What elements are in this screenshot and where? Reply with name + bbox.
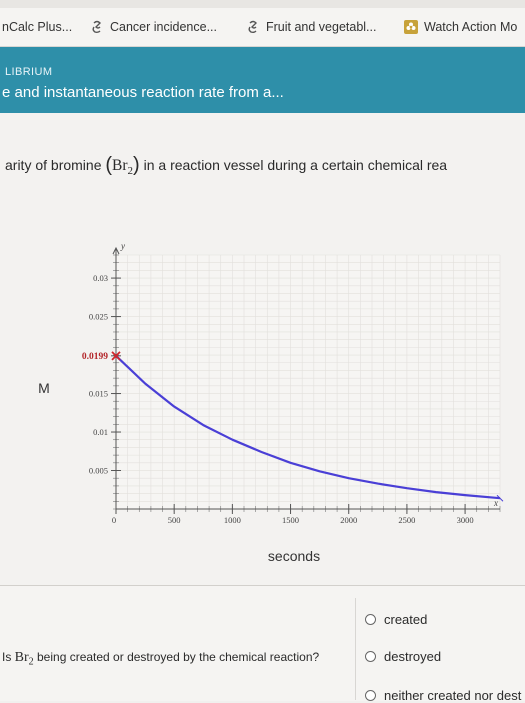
- plot-background: [116, 255, 500, 509]
- answer-panel: [0, 585, 525, 701]
- flower-icon: [404, 20, 418, 34]
- y-axis-arrow: [112, 246, 120, 255]
- y-tick-label: 0.015: [89, 389, 108, 399]
- problem-text-after: in a reaction vessel during a certain ch…: [139, 157, 448, 173]
- y-tick-label: 0.0199: [82, 352, 108, 362]
- problem-species: Br: [112, 157, 128, 174]
- bookmark-calc[interactable]: nCalc Plus...: [2, 20, 72, 34]
- start-point-marker: [111, 351, 121, 361]
- paperclip-icon: [248, 20, 257, 34]
- question-text: Is Br2 being created or destroyed by the…: [2, 648, 332, 671]
- y-tick-label: 0.01: [93, 427, 108, 437]
- question-before: Is: [2, 650, 15, 664]
- bookmark-watch[interactable]: Watch Action Mo: [404, 20, 517, 34]
- y-tick-label: 0.03: [93, 273, 108, 283]
- x-tick-label: 1500: [282, 515, 299, 525]
- option-created[interactable]: created: [365, 612, 427, 627]
- bookmarks-bar: nCalc Plus... Cancer incidence... Fruit …: [0, 8, 525, 47]
- end-point-marker: [496, 494, 504, 502]
- bookmark-label: Fruit and vegetabl...: [266, 20, 377, 34]
- problem-text-before: arity of bromine: [5, 157, 106, 173]
- y-axis-symbol: y: [120, 241, 125, 251]
- y-tick-label: 0.025: [89, 312, 108, 322]
- assignment-header: LIBRIUM e and instantaneous reaction rat…: [0, 47, 525, 113]
- x-tick-label: 1000: [224, 515, 241, 525]
- problem-subscript: 2: [127, 164, 134, 177]
- radio-destroyed[interactable]: [365, 651, 376, 662]
- x-axis-symbol: x: [493, 498, 498, 508]
- radio-neither[interactable]: [365, 690, 376, 701]
- concentration-line: [115, 355, 501, 500]
- bookmark-cancer[interactable]: Cancer incidence...: [90, 20, 217, 34]
- chart-marks: [111, 351, 504, 502]
- option-label: neither created nor dest: [384, 688, 522, 703]
- problem-title: e and instantaneous reaction rate from a…: [2, 84, 284, 101]
- radio-created[interactable]: [365, 614, 376, 625]
- x-tick-label: 0: [112, 515, 116, 525]
- question-after: being created or destroyed by the chemic…: [33, 650, 320, 664]
- bookmark-fruit[interactable]: Fruit and vegetabl...: [246, 20, 376, 34]
- section-name: LIBRIUM: [5, 66, 53, 78]
- x-tick-label: 3000: [457, 515, 474, 525]
- top-cropped-bar: [0, 0, 525, 8]
- x-tick-label: 2500: [398, 515, 415, 525]
- chart-axes: yx: [112, 241, 500, 510]
- marker-stroke: [111, 351, 121, 361]
- question-species: Br: [14, 650, 29, 665]
- concentration-chart: M seconds 0.005 0.01 0.015 0.0199 0.025 0.03 0…: [38, 241, 504, 564]
- answer-divider: [355, 598, 356, 700]
- option-label: created: [384, 612, 428, 627]
- problem-statement: arity of bromine (Br2) in a reaction ves…: [5, 153, 447, 177]
- option-label: destroyed: [384, 649, 442, 664]
- chart-grid: [115, 254, 501, 510]
- question-subscript: 2: [28, 656, 34, 668]
- option-neither[interactable]: neither created nor dest: [365, 688, 521, 703]
- open-paren: (: [105, 154, 113, 176]
- bookmark-label: Watch Action Mo: [424, 20, 518, 34]
- y-axis-label: M: [38, 380, 50, 396]
- x-tick-label: 2000: [340, 515, 357, 525]
- x-tick-label: 500: [168, 515, 181, 525]
- paperclip-icon: [92, 20, 101, 34]
- x-axis-label: seconds: [268, 548, 320, 564]
- y-tick-label: 0.005: [89, 466, 108, 476]
- bookmark-label: nCalc Plus...: [2, 20, 73, 34]
- close-paren: ): [133, 154, 140, 176]
- option-destroyed[interactable]: destroyed: [365, 649, 441, 664]
- bookmark-label: Cancer incidence...: [110, 20, 218, 34]
